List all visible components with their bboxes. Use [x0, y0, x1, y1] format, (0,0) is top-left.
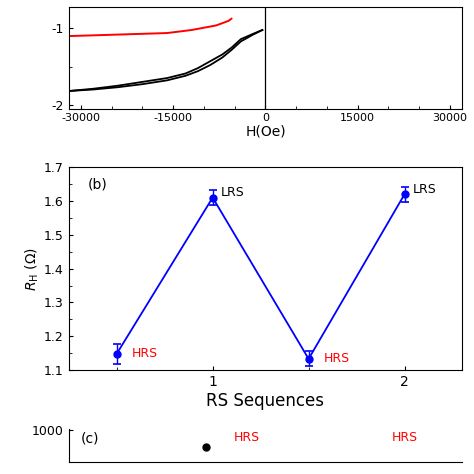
- Text: HRS: HRS: [234, 430, 260, 444]
- Text: LRS: LRS: [220, 186, 244, 199]
- Y-axis label: $R_{\rm H}$ ($\Omega$): $R_{\rm H}$ ($\Omega$): [24, 246, 41, 291]
- Text: HRS: HRS: [324, 352, 350, 365]
- Text: LRS: LRS: [412, 182, 436, 196]
- Text: HRS: HRS: [132, 347, 158, 360]
- X-axis label: RS Sequences: RS Sequences: [207, 392, 324, 410]
- X-axis label: H(Oe): H(Oe): [245, 125, 286, 139]
- Text: HRS: HRS: [392, 430, 418, 444]
- Text: (b): (b): [88, 177, 108, 191]
- Text: (c): (c): [81, 431, 99, 445]
